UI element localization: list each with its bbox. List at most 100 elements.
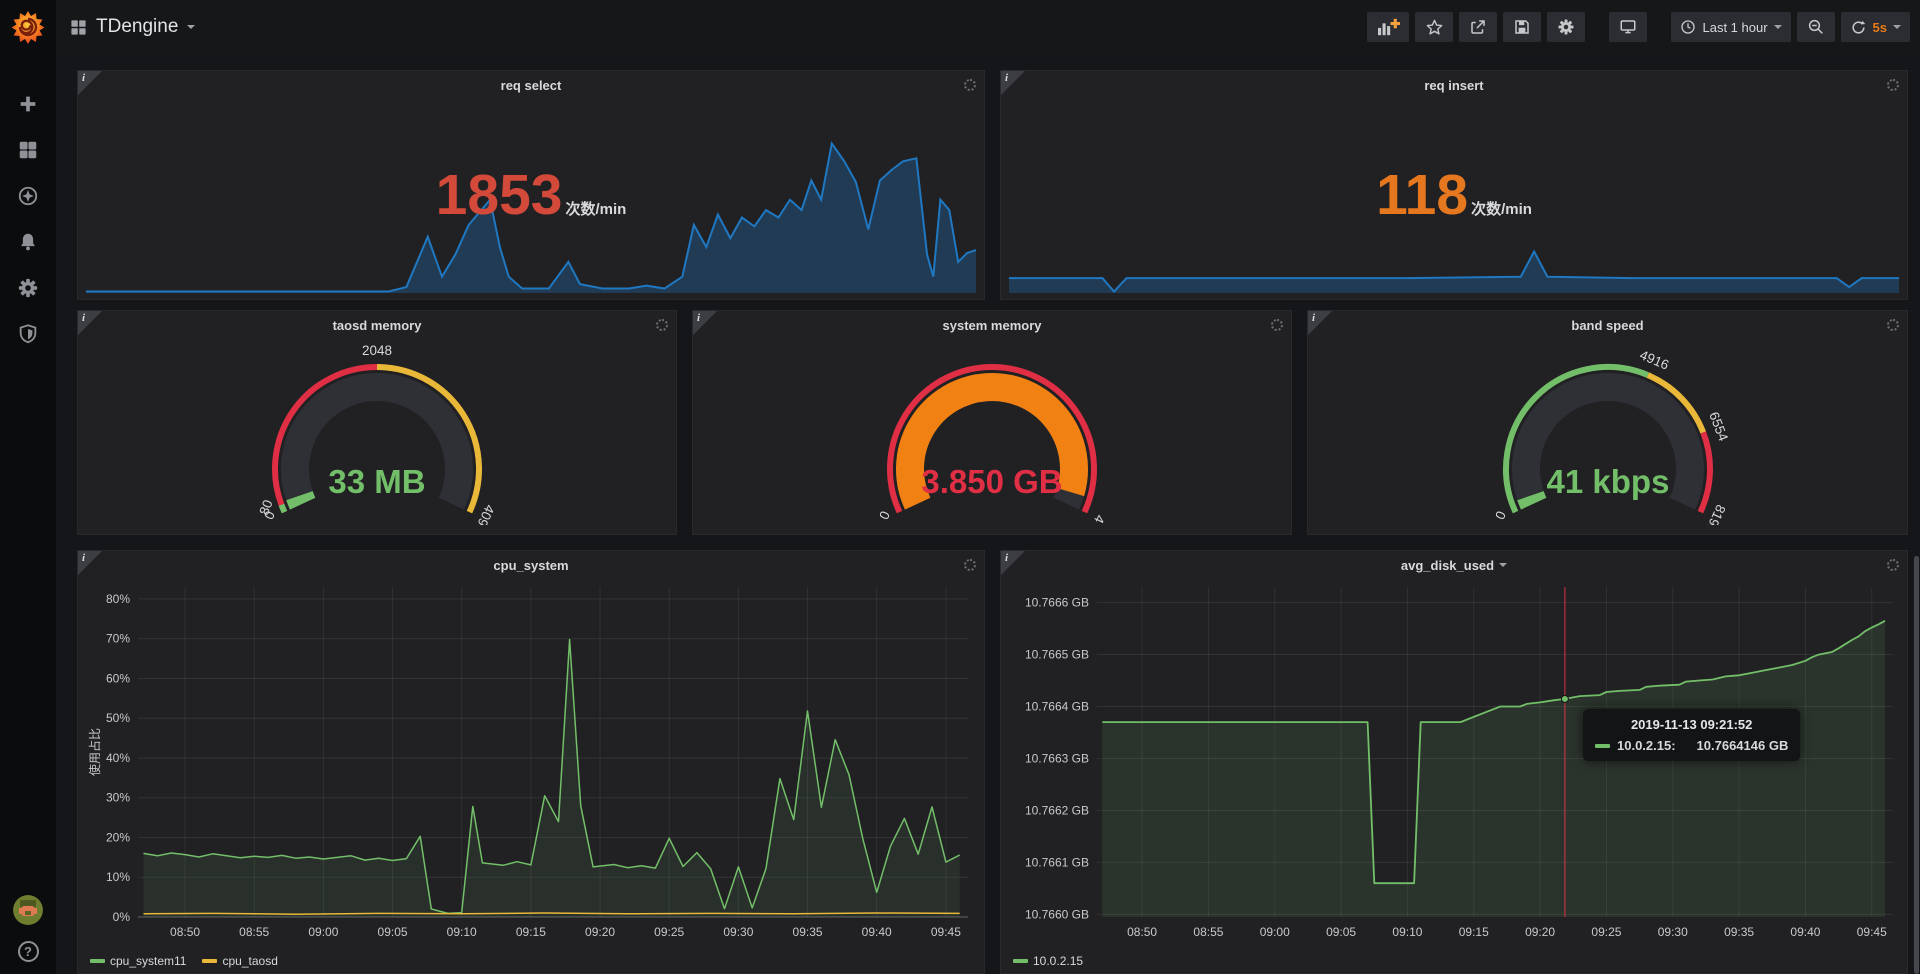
panel-req-insert: i req insert 118 次数/min [1000,70,1908,300]
panel-title-avg-disk-used[interactable]: avg_disk_used [1001,551,1907,579]
req-insert-sparkline [1009,141,1899,293]
sidebar-item-create[interactable] [16,92,40,116]
grafana-logo[interactable] [0,0,56,54]
svg-text:08:55: 08:55 [1193,925,1223,939]
share-button[interactable] [1459,12,1497,42]
sidebar-item-server-admin[interactable] [16,322,40,346]
time-range-picker[interactable]: Last 1 hour [1671,12,1790,42]
svg-text:60%: 60% [106,671,130,685]
svg-text:08:55: 08:55 [239,925,269,939]
tv-mode-button[interactable] [1609,12,1647,42]
avg-disk-used-chart[interactable]: 08:5008:5509:0009:0509:1009:1509:2009:25… [1009,579,1899,947]
zoom-out-button[interactable] [1797,12,1835,42]
dashboard-picker[interactable]: TDengine [70,16,195,38]
system-memory-gauge: 043.850 GB [693,341,1291,534]
sidebar-item-explore[interactable] [16,184,40,208]
svg-text:10.7662 GB: 10.7662 GB [1025,803,1089,817]
svg-text:41 kbps: 41 kbps [1546,463,1669,500]
time-range-label: Last 1 hour [1702,20,1767,35]
legend-item-10-0-2-15[interactable]: 10.0.2.15 [1013,954,1083,968]
gear-icon [17,277,39,299]
panel-info-corner[interactable]: i [1001,551,1025,575]
panel-title-req-insert[interactable]: req insert [1001,71,1907,99]
cpu-system-legend: cpu_system11 cpu_taosd [90,954,278,968]
sidebar-item-alerting[interactable] [16,230,40,254]
panel-title-taosd-memory[interactable]: taosd memory [78,311,676,339]
panel-info-corner[interactable]: i [1308,311,1332,335]
sidebar: ? [0,0,56,974]
panel-info-corner[interactable]: i [78,551,102,575]
svg-text:70%: 70% [106,632,130,646]
navbar: TDengine Last 1 hour [56,0,1920,54]
plus-icon [17,93,39,115]
panel-title-system-memory[interactable]: system memory [693,311,1291,339]
gear-icon [1557,18,1575,36]
help-icon[interactable]: ? [18,941,39,962]
svg-text:09:35: 09:35 [1724,925,1754,939]
panel-system-memory: i system memory 043.850 GB [692,310,1292,535]
scrollbar-thumb[interactable] [1914,556,1919,974]
svg-text:10.7665 GB: 10.7665 GB [1025,648,1089,662]
svg-text:4916: 4916 [1637,347,1671,373]
svg-text:09:20: 09:20 [1525,925,1555,939]
svg-text:09:25: 09:25 [654,925,684,939]
panel-loading-spinner [1887,319,1899,331]
panel-info-corner[interactable]: i [78,311,102,335]
svg-text:09:00: 09:00 [1260,925,1290,939]
user-avatar[interactable] [13,895,43,925]
panel-info-corner[interactable]: i [693,311,717,335]
dashboard-grid-icon [70,19,87,36]
panel-info-corner[interactable]: i [78,71,102,95]
compass-icon [17,185,39,207]
save-button[interactable] [1503,12,1541,42]
panel-band-speed: i band speed 049166554819241 kbps [1307,310,1908,535]
panel-loading-spinner [656,319,668,331]
shield-icon [17,323,39,345]
panel-title-req-select[interactable]: req select [78,71,984,99]
svg-text:10.7663 GB: 10.7663 GB [1025,751,1089,765]
grid-icon [17,139,39,161]
panel-menu-caret-icon [1499,563,1507,571]
svg-text:50%: 50% [106,711,130,725]
tooltip-series-name: 10.0.2.15: [1617,738,1676,753]
svg-text:2048: 2048 [362,343,392,358]
legend-item-cpu-taosd[interactable]: cpu_taosd [202,954,277,968]
favorite-button[interactable] [1415,12,1453,42]
svg-text:09:35: 09:35 [793,925,823,939]
panel-loading-spinner [1887,79,1899,91]
add-panel-button[interactable] [1367,12,1409,42]
settings-button[interactable] [1547,12,1585,42]
avg-disk-used-legend: 10.0.2.15 [1013,954,1083,968]
legend-label: cpu_taosd [222,954,277,968]
cpu-system-chart[interactable]: 08:5008:5509:0009:0509:1009:1509:2009:25… [86,579,976,947]
sidebar-item-configuration[interactable] [16,276,40,300]
legend-color-swatch [1013,959,1028,963]
refresh-picker[interactable]: 5s [1841,12,1910,42]
svg-text:09:00: 09:00 [308,925,338,939]
svg-text:33 MB: 33 MB [328,463,425,500]
tooltip-timestamp: 2019-11-13 09:21:52 [1595,717,1788,732]
panel-req-select: i req select 1853 次数/min [77,70,985,300]
svg-text:20%: 20% [106,830,130,844]
svg-text:6554: 6554 [1706,410,1731,444]
svg-text:30%: 30% [106,791,130,805]
legend-label: 10.0.2.15 [1033,954,1083,968]
panel-info-corner[interactable]: i [1001,71,1025,95]
legend-label: cpu_system11 [110,954,186,968]
svg-text:09:15: 09:15 [516,925,546,939]
taosd-memory-gauge: 0802048409633 MB [78,341,676,534]
svg-text:09:45: 09:45 [1857,925,1887,939]
svg-text:09:45: 09:45 [931,925,961,939]
tooltip-series-value: 10.7664146 GB [1697,738,1789,753]
svg-text:0: 0 [876,509,893,522]
band-speed-gauge: 049166554819241 kbps [1308,341,1907,534]
panel-title-cpu-system[interactable]: cpu_system [78,551,984,579]
svg-text:09:20: 09:20 [585,925,615,939]
panel-title-band-speed[interactable]: band speed [1308,311,1907,339]
sidebar-item-dashboards[interactable] [16,138,40,162]
monitor-icon [1618,18,1638,36]
panel-taosd-memory: i taosd memory 0802048409633 MB [77,310,677,535]
legend-item-cpu-system11[interactable]: cpu_system11 [90,954,186,968]
refresh-icon [1850,19,1867,36]
graph-tooltip: 2019-11-13 09:21:52 10.0.2.15: 10.766414… [1583,709,1800,761]
